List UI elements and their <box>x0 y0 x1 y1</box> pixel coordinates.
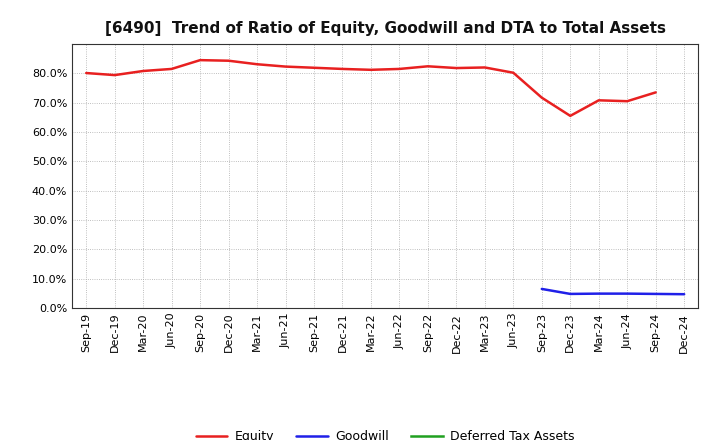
Equity <box>652 90 660 95</box>
Goodwill <box>623 291 631 296</box>
Equity <box>509 70 518 75</box>
Equity <box>282 64 290 69</box>
Line: Goodwill: Goodwill <box>541 289 684 294</box>
Equity <box>537 95 546 100</box>
Equity <box>253 62 261 67</box>
Equity <box>338 66 347 72</box>
Equity <box>82 70 91 76</box>
Goodwill <box>680 292 688 297</box>
Legend: Equity, Goodwill, Deferred Tax Assets: Equity, Goodwill, Deferred Tax Assets <box>191 425 580 440</box>
Equity <box>310 65 318 70</box>
Equity <box>623 99 631 104</box>
Title: [6490]  Trend of Ratio of Equity, Goodwill and DTA to Total Assets: [6490] Trend of Ratio of Equity, Goodwil… <box>104 21 666 36</box>
Equity <box>566 113 575 118</box>
Equity <box>395 66 404 72</box>
Equity <box>139 68 148 73</box>
Goodwill <box>537 286 546 292</box>
Equity <box>196 58 204 63</box>
Equity <box>110 73 119 78</box>
Equity <box>167 66 176 72</box>
Line: Equity: Equity <box>86 60 656 116</box>
Goodwill <box>595 291 603 296</box>
Equity <box>225 58 233 63</box>
Goodwill <box>652 291 660 297</box>
Equity <box>452 66 461 71</box>
Equity <box>595 98 603 103</box>
Equity <box>423 64 432 69</box>
Equity <box>480 65 489 70</box>
Equity <box>366 67 375 73</box>
Goodwill <box>566 291 575 297</box>
